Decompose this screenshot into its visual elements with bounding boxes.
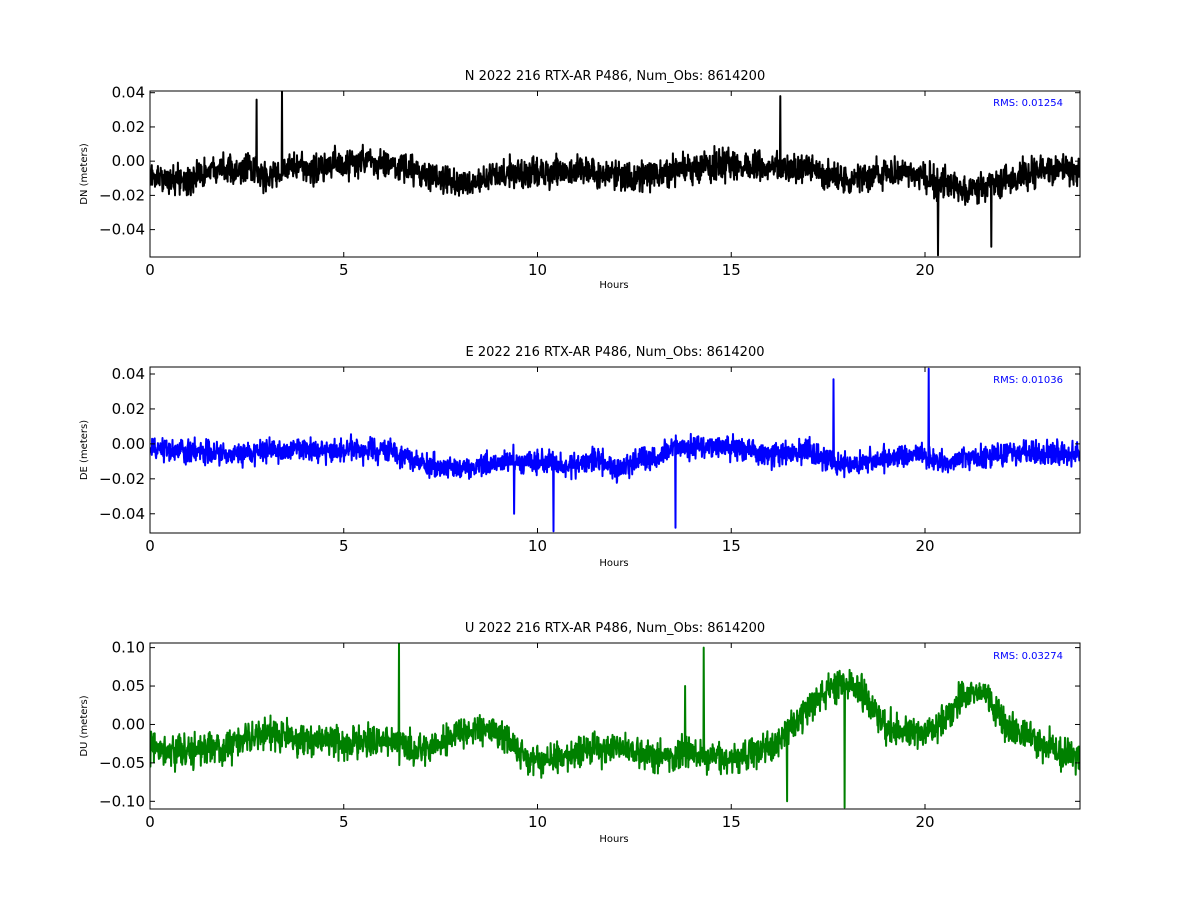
y-tick-label: 0.00	[112, 715, 145, 733]
rms-annotation: RMS: 0.03274	[993, 651, 1063, 662]
chart-title: E 2022 216 RTX-AR P486, Num_Obs: 8614200	[466, 345, 765, 360]
chart-title: N 2022 216 RTX-AR P486, Num_Obs: 8614200	[465, 69, 765, 84]
x-tick-label: 10	[528, 813, 547, 831]
y-tick-label: 0.04	[112, 84, 145, 102]
chart-panel-de: E 2022 216 RTX-AR P486, Num_Obs: 8614200…	[79, 345, 1081, 569]
y-tick-label: 0.10	[112, 639, 145, 657]
y-tick-label: 0.00	[112, 435, 145, 453]
y-tick-label: −0.05	[99, 754, 145, 772]
axes-frame	[149, 642, 1081, 810]
x-tick-label: 20	[915, 261, 934, 279]
y-tick-label: −0.02	[99, 186, 145, 204]
x-axis-label: Hours	[599, 280, 628, 291]
y-axis-label: DN (meters)	[79, 143, 90, 205]
y-tick-label: 0.05	[112, 677, 145, 695]
y-axis-label: DE (meters)	[79, 420, 90, 480]
y-tick-label: −0.10	[99, 792, 145, 810]
x-tick-label: 5	[339, 813, 349, 831]
axes-frame	[149, 366, 1081, 534]
y-axis-label: DU (meters)	[79, 695, 90, 756]
x-tick-label: 0	[145, 537, 155, 555]
x-axis-label: Hours	[599, 834, 628, 845]
y-tick-label: −0.04	[99, 221, 145, 239]
y-tick-label: 0.02	[112, 400, 145, 418]
y-tick-label: 0.04	[112, 365, 145, 383]
y-tick-label: 0.02	[112, 118, 145, 136]
x-tick-label: 0	[145, 261, 155, 279]
y-tick-label: −0.02	[99, 470, 145, 488]
x-tick-label: 20	[915, 813, 934, 831]
x-tick-label: 15	[722, 261, 741, 279]
rms-annotation: RMS: 0.01254	[993, 98, 1063, 109]
x-tick-label: 15	[722, 537, 741, 555]
x-tick-label: 5	[339, 261, 349, 279]
x-tick-label: 15	[722, 813, 741, 831]
series-line	[150, 367, 1080, 533]
series-line	[150, 643, 1080, 809]
x-tick-label: 10	[528, 261, 547, 279]
x-tick-label: 0	[145, 813, 155, 831]
chart-panel-du: U 2022 216 RTX-AR P486, Num_Obs: 8614200…	[79, 621, 1081, 845]
y-tick-label: −0.04	[99, 505, 145, 523]
x-tick-label: 20	[915, 537, 934, 555]
x-tick-label: 5	[339, 537, 349, 555]
series-line	[150, 91, 1080, 257]
rms-annotation: RMS: 0.01036	[993, 375, 1063, 386]
chart-panel-dn: N 2022 216 RTX-AR P486, Num_Obs: 8614200…	[79, 69, 1081, 291]
y-tick-label: 0.00	[112, 152, 145, 170]
x-axis-label: Hours	[599, 558, 628, 569]
axes-frame	[149, 90, 1081, 258]
chart-title: U 2022 216 RTX-AR P486, Num_Obs: 8614200	[465, 621, 765, 636]
x-tick-label: 10	[528, 537, 547, 555]
